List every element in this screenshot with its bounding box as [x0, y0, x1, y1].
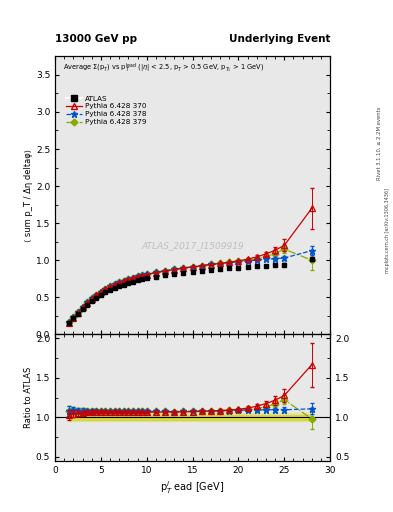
X-axis label: p$_T^l$ ead [GeV]: p$_T^l$ ead [GeV] — [160, 479, 225, 496]
Legend: ATLAS, Pythia 6.428 370, Pythia 6.428 378, Pythia 6.428 379: ATLAS, Pythia 6.428 370, Pythia 6.428 37… — [64, 93, 149, 127]
Text: Average $\Sigma$(p$_T$) vs p$_T^{\mathrm{lead}}$ (|$\eta$| < 2.5, p$_T$ > 0.5 Ge: Average $\Sigma$(p$_T$) vs p$_T^{\mathrm… — [63, 62, 264, 75]
Text: mcplots.cern.ch [arXiv:1306.3436]: mcplots.cern.ch [arXiv:1306.3436] — [385, 188, 389, 273]
Text: 13000 GeV pp: 13000 GeV pp — [55, 33, 137, 44]
Text: Rivet 3.1.10, ≥ 2.2M events: Rivet 3.1.10, ≥ 2.2M events — [377, 106, 382, 180]
Text: Underlying Event: Underlying Event — [229, 33, 330, 44]
Text: ATLAS_2017_I1509919: ATLAS_2017_I1509919 — [141, 241, 244, 250]
Y-axis label: Ratio to ATLAS: Ratio to ATLAS — [24, 367, 33, 428]
Y-axis label: ⟨ sum p_T / Δη deltaφ⟩: ⟨ sum p_T / Δη deltaφ⟩ — [24, 149, 33, 242]
